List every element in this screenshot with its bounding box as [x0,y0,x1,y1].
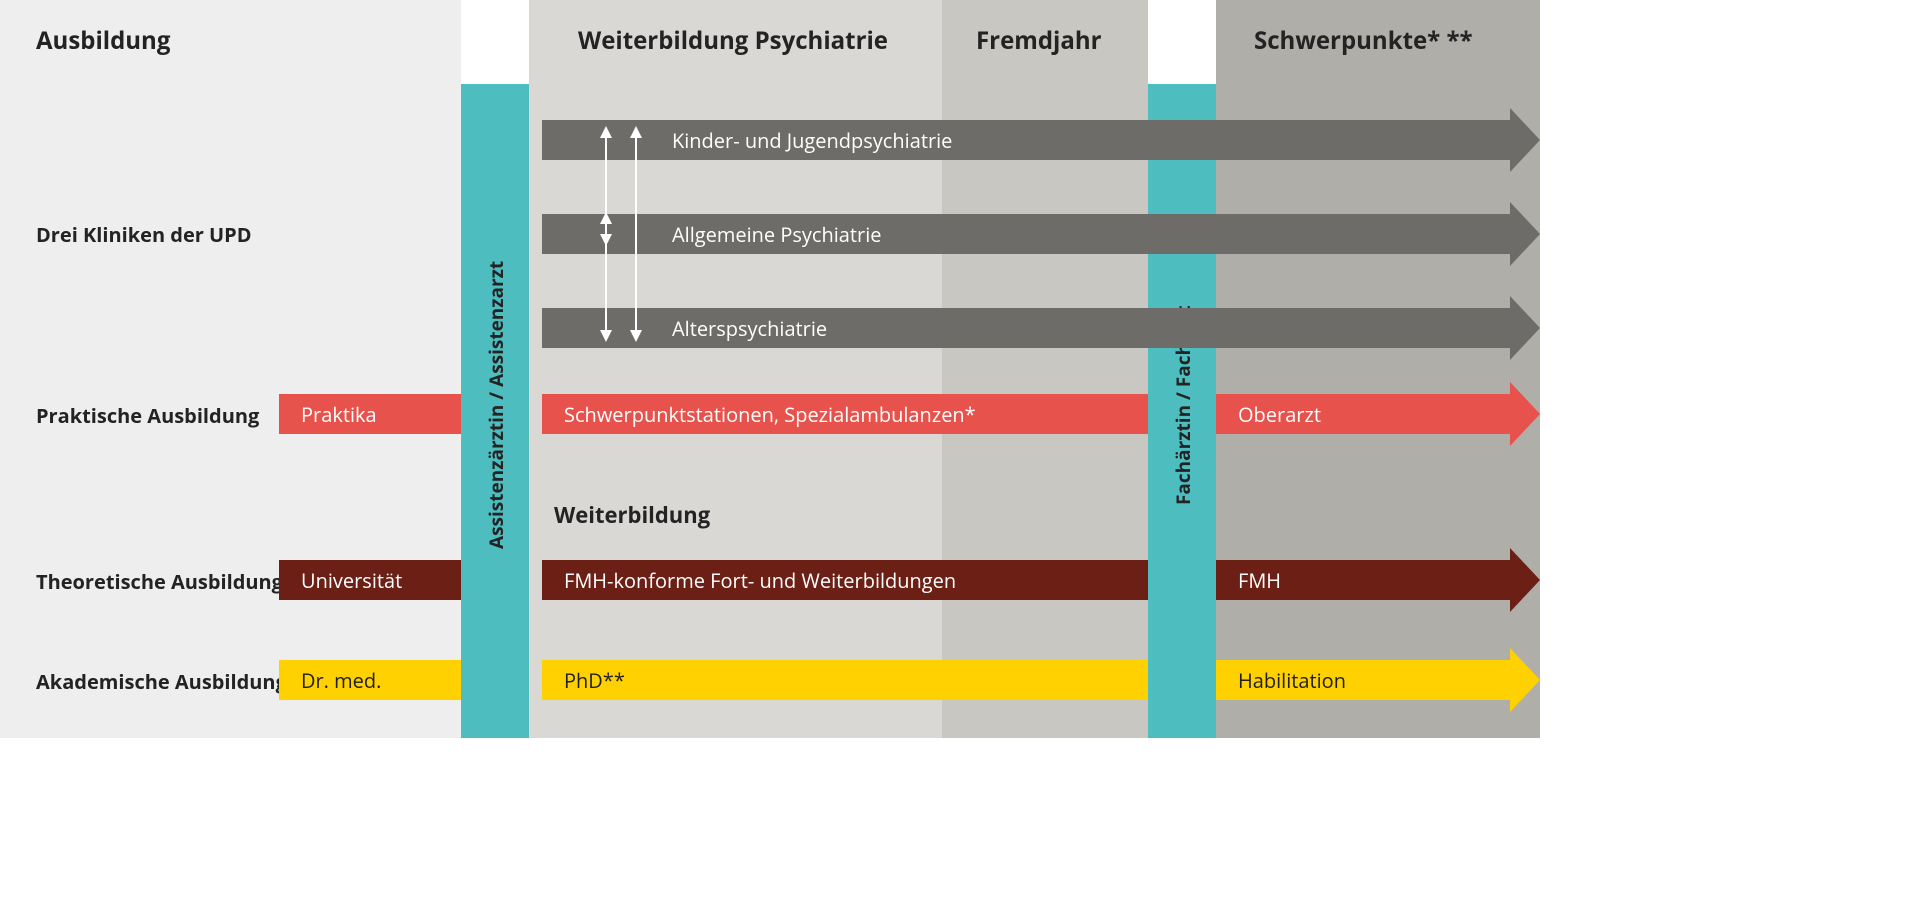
heading-fremdjahr: Fremdjahr [976,24,1102,57]
academic-drmed: Dr. med. [279,660,461,700]
col-fremdjahr [942,0,1148,738]
academic-drmed-label: Dr. med. [279,667,381,694]
row-label-theoretisch: Theoretische Ausbildung [36,568,283,595]
theory-uni-label: Universität [279,567,402,594]
col-ausbildung [0,0,461,738]
practical-oberarzt: Oberarzt [1216,394,1510,434]
practical-praktika: Praktika [279,394,461,434]
clinic-bar-kjp-arrow [1510,108,1540,172]
theory-fmh-label: FMH [1216,567,1281,594]
row-label-kliniken: Drei Kliniken der UPD [36,221,252,248]
row-label-praktische: Praktische Ausbildung [36,402,259,429]
practical-arrow [1510,382,1540,446]
clinic-bar-allgemein: Allgemeine Psychiatrie [542,214,1510,254]
practical-schwerpunkt: Schwerpunktstationen, Spezialambulanzen* [542,394,1148,434]
academic-phd: PhD** [542,660,1148,700]
academic-habil-label: Habilitation [1216,667,1346,694]
academic-habil: Habilitation [1216,660,1510,700]
theory-fmh-wb-label: FMH-konforme Fort- und Weiterbildungen [542,567,956,594]
theory-arrow [1510,548,1540,612]
clinic-bar-alters-label: Alterspsychiatrie [542,315,827,342]
clinic-bar-alters-arrow [1510,296,1540,360]
theory-uni: Universität [279,560,461,600]
practical-oberarzt-label: Oberarzt [1216,401,1321,428]
clinic-bar-allgemein-label: Allgemeine Psychiatrie [542,221,882,248]
practical-schwerpunkt-label: Schwerpunktstationen, Spezialambulanzen* [542,401,976,428]
clinic-bar-kjp: Kinder- und Jugendpsychiatrie [542,120,1510,160]
col-schwerpunkte [1216,0,1540,738]
clinic-bar-allgemein-arrow [1510,202,1540,266]
band-facharzt-label: Fachärztin / Facharzt [1170,230,1196,580]
academic-arrow [1510,648,1540,712]
clinic-bar-alters: Alterspsychiatrie [542,308,1510,348]
heading-schwerpunkte: Schwerpunkte* ** [1254,24,1473,57]
theory-fmh-wb: FMH-konforme Fort- und Weiterbildungen [542,560,1148,600]
clinic-bar-kjp-label: Kinder- und Jugendpsychiatrie [542,127,952,154]
academic-phd-label: PhD** [542,667,625,694]
heading-ausbildung: Ausbildung [36,24,170,57]
band-assistenzarzt-label: Assistenzärztin / Assistenzarzt [483,190,509,620]
theory-fmh: FMH [1216,560,1510,600]
training-pathway-diagram: Ausbildung Weiterbildung Psychiatrie Fre… [0,0,1916,904]
col-weiterbildung [529,0,942,738]
practical-praktika-label: Praktika [279,401,377,428]
heading-weiterbildung-psychiatrie: Weiterbildung Psychiatrie [578,24,888,57]
row-label-akademisch: Akademische Ausbildung [36,668,287,695]
subheading-weiterbildung: Weiterbildung [554,500,710,530]
